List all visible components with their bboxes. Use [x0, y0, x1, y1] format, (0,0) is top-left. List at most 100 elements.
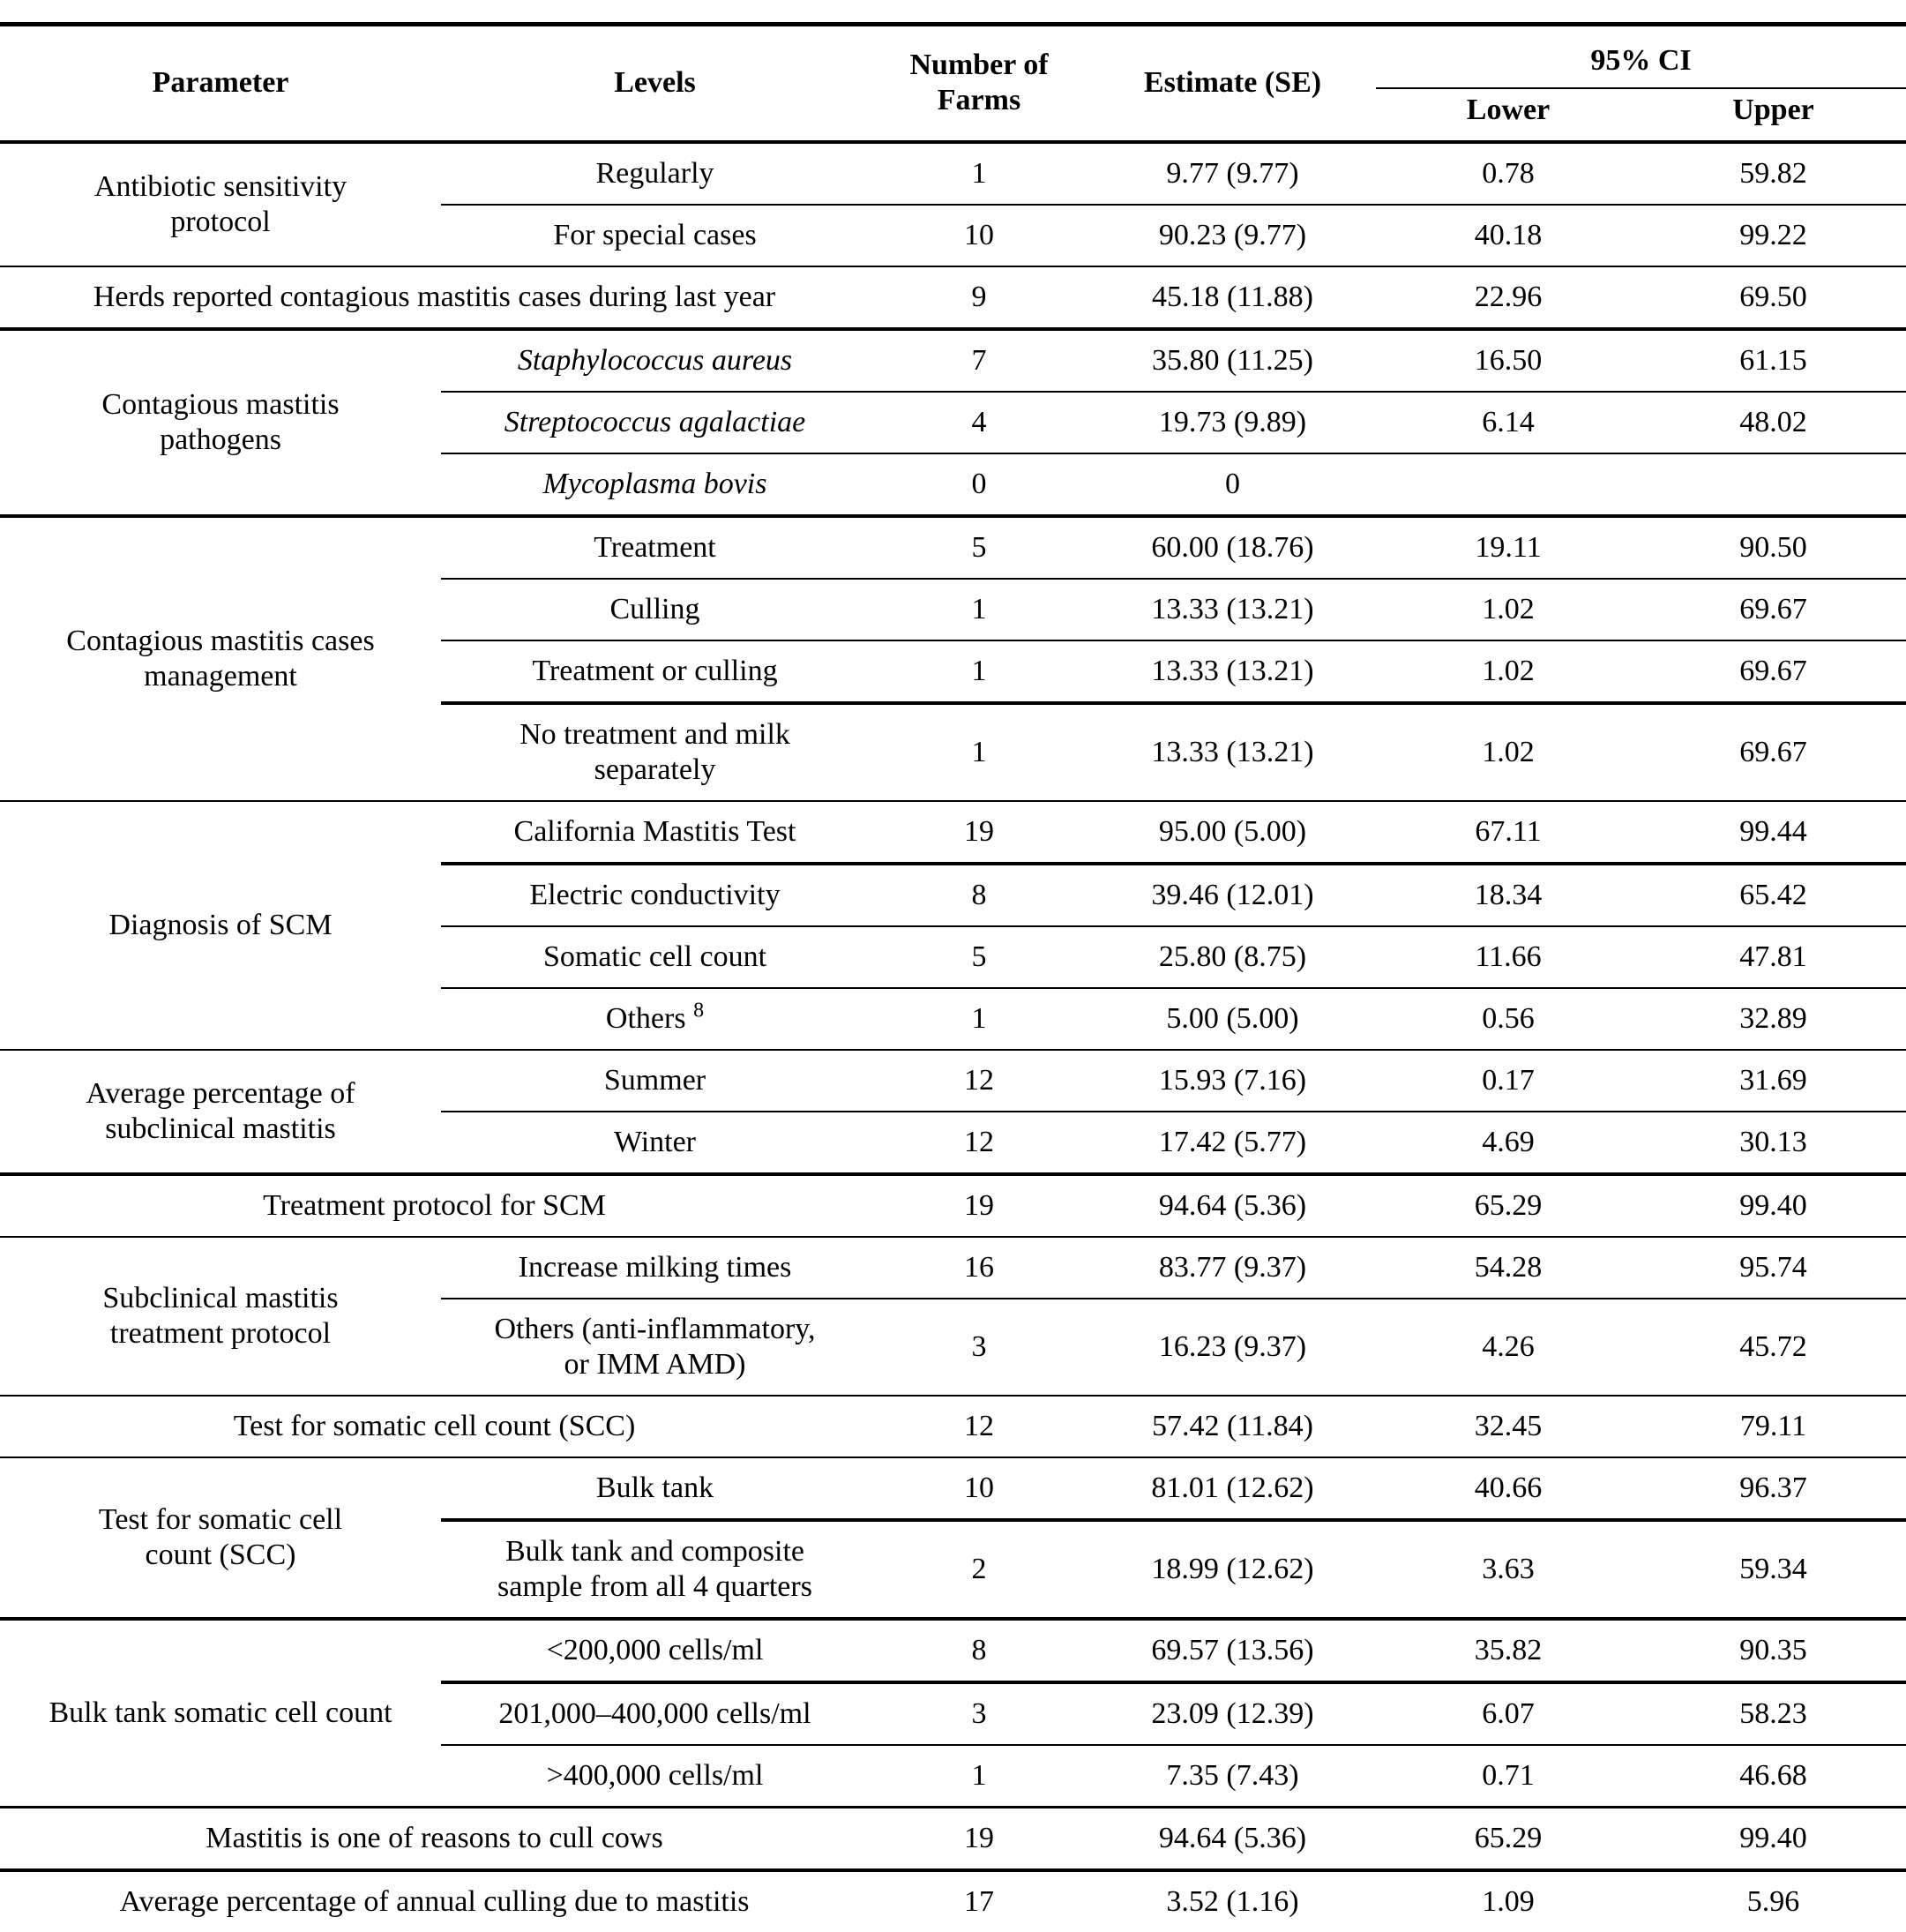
estimate-cell: 0 [1225, 467, 1240, 500]
estimate-cell: 9.77 (9.77) [1089, 141, 1376, 206]
lower-cell: 35.82 [1376, 1616, 1641, 1684]
farms-cell: 3 [869, 1681, 1089, 1746]
upper-cell: 99.44 [1641, 799, 1906, 865]
lower-cell: 19.11 [1376, 513, 1641, 580]
level-label: Bulk tank and composite sample from all … [497, 1534, 812, 1603]
lower-cell: 0.17 [1376, 1048, 1641, 1112]
table-row: Test for somatic cell count (SCC) Bulk ta… [0, 1456, 1906, 1619]
table-row: Treatment protocol for SCM 19 94.64 (5.36)… [0, 1172, 1906, 1237]
farms-cell: 0 [971, 467, 987, 500]
parameter-cell: Contagious mastitis pathogens [0, 326, 441, 516]
table-row: 201,000–400,000 cells/ml 3 23.09 (12.39) 6.… [0, 1681, 1906, 1746]
estimate-cell: 57.42 (11.84) [1089, 1394, 1376, 1457]
estimate-cell: 13.33 (13.21) [1089, 578, 1376, 641]
upper-cell: 46.68 [1739, 1758, 1807, 1792]
estimate-cell: 90.23 (9.77) [1158, 218, 1307, 251]
upper-cell: 61.15 [1641, 326, 1906, 393]
level-label: Culling [609, 592, 700, 625]
level-label: Regularly [595, 156, 714, 190]
level-cell: Treatment [441, 513, 869, 580]
lower-cell: 0.71 [1482, 1758, 1535, 1792]
estimate-cell: 19.73 (9.89) [1089, 391, 1376, 454]
lower-cell: 40.66 [1376, 1456, 1641, 1522]
row-label-cell: Average percentage of annual culling due… [0, 1868, 869, 1932]
table-row: >400,000 cells/ml 1 7.35 (7.43) 0.71 46.68 [0, 1745, 1906, 1808]
level-label: Winter [613, 1125, 697, 1158]
upper-cell: 99.22 [1739, 218, 1807, 251]
level-label: 201,000–400,000 cells/ml [498, 1696, 811, 1730]
table-row: Test for somatic cell count (SCC) 12 57.42… [0, 1394, 1906, 1457]
header-levels: Levels [441, 24, 869, 144]
farms-cell: 8 [869, 863, 1089, 927]
table-row: No treatment and milk separately 1 13.33 (… [0, 703, 1906, 801]
table-row: Bulk tank and composite sample from all … [0, 1520, 1906, 1619]
farms-cell: 19 [869, 1172, 1089, 1237]
level-label: Streptococcus agalactiae [504, 405, 806, 438]
parameter-cell: Subclinical mastitis treatment protocol [0, 1235, 441, 1396]
estimate-cell: 7.35 (7.43) [1166, 1758, 1299, 1792]
upper-cell: 59.82 [1641, 141, 1906, 206]
lower-cell: 1.02 [1482, 735, 1535, 768]
table-row: For special cases 10 90.23 (9.77) 40.18 99.2… [0, 205, 1906, 266]
level-label: Increase milking times [518, 1250, 792, 1284]
table-row: Diagnosis of SCM California Mastitis Test… [0, 799, 1906, 1050]
estimate-cell: 35.80 (11.25) [1089, 326, 1376, 393]
parameter-cell: Diagnosis of SCM [0, 799, 441, 1050]
farms-cell: 3 [971, 1329, 987, 1363]
level-cell: Mycoplasma bovis [441, 453, 869, 516]
estimate-cell: 13.33 (13.21) [1151, 735, 1314, 768]
farms-cell: 12 [869, 1394, 1089, 1457]
level-cell: For special cases [441, 205, 869, 266]
estimate-cell: 94.64 (5.36) [1089, 1172, 1376, 1237]
estimate-cell: 83.77 (9.37) [1089, 1235, 1376, 1299]
level-cell: Somatic cell count [441, 925, 869, 989]
row-label-cell: Mastitis is one of reasons to cull cows [0, 1805, 869, 1870]
level-cell: >400,000 cells/ml [441, 1745, 869, 1808]
table-row: Antibiotic sensitivity protocol Regularly… [0, 141, 1906, 238]
level-cell: Staphylococcus aureus [441, 326, 869, 393]
estimate-cell: 16.23 (9.37) [1158, 1329, 1307, 1363]
lower-cell: 40.18 [1474, 218, 1543, 251]
row-label-cell: Treatment protocol for SCM [0, 1172, 869, 1237]
table-row: Mastitis is one of reasons to cull cows 1… [0, 1805, 1906, 1870]
upper-cell: 45.72 [1739, 1329, 1807, 1363]
estimate-cell: 3.52 (1.16) [1089, 1868, 1376, 1932]
farms-cell: 5 [869, 925, 1089, 989]
upper-cell: 90.35 [1641, 1616, 1906, 1684]
parameter-cell: Test for somatic cell count (SCC) [0, 1456, 441, 1619]
farms-cell: 1 [971, 1758, 987, 1792]
upper-cell: 30.13 [1739, 1125, 1807, 1158]
estimate-cell: 13.33 (13.21) [1089, 640, 1376, 705]
lower-cell: 67.11 [1376, 799, 1641, 865]
level-label: <200,000 cells/ml [546, 1633, 764, 1666]
row-label-cell: Test for somatic cell count (SCC) [0, 1394, 869, 1457]
farms-cell: 17 [869, 1868, 1089, 1932]
lower-cell: 18.34 [1376, 863, 1641, 927]
table-row: Culling 1 13.33 (13.21) 1.02 69.67 [0, 578, 1906, 641]
upper-cell: 47.81 [1641, 925, 1906, 989]
level-cell: Others 8 [441, 988, 869, 1050]
table-row: Electric conductivity 8 39.46 (12.01) 18.34… [0, 863, 1906, 927]
table-row: Bulk tank somatic cell count <200,000 cel… [0, 1616, 1906, 1807]
farms-cell: 5 [869, 513, 1089, 580]
table-row: Treatment or culling 1 13.33 (13.21) 1.02 69… [0, 640, 1906, 705]
level-label: Summer [603, 1063, 706, 1097]
table-row: Average percentage of annual culling due… [0, 1868, 1906, 1932]
lower-cell: 4.26 [1482, 1329, 1535, 1363]
upper-cell: 95.74 [1641, 1235, 1906, 1299]
level-label: Mycoplasma bovis [542, 467, 767, 500]
level-label: Somatic cell count [542, 940, 767, 973]
upper-cell: 96.37 [1641, 1456, 1906, 1522]
level-cell: Others (anti-inflammatory, or IMM AMD) [441, 1299, 869, 1396]
header-estimate-se: Estimate (SE) [1089, 24, 1376, 144]
upper-cell: 65.42 [1641, 863, 1906, 927]
farms-cell: 9 [869, 265, 1089, 329]
level-label: Treatment or culling [532, 654, 778, 687]
farms-cell: 10 [869, 1456, 1089, 1522]
farms-cell: 10 [964, 218, 994, 251]
farms-cell: 8 [869, 1616, 1089, 1684]
lower-cell: 1.09 [1376, 1868, 1641, 1932]
header-row-top: Parameter Levels Number of Farms Estimat… [0, 24, 1906, 144]
farms-cell: 19 [869, 1805, 1089, 1870]
table-row: Subclinical mastitis treatment protocol I… [0, 1235, 1906, 1396]
